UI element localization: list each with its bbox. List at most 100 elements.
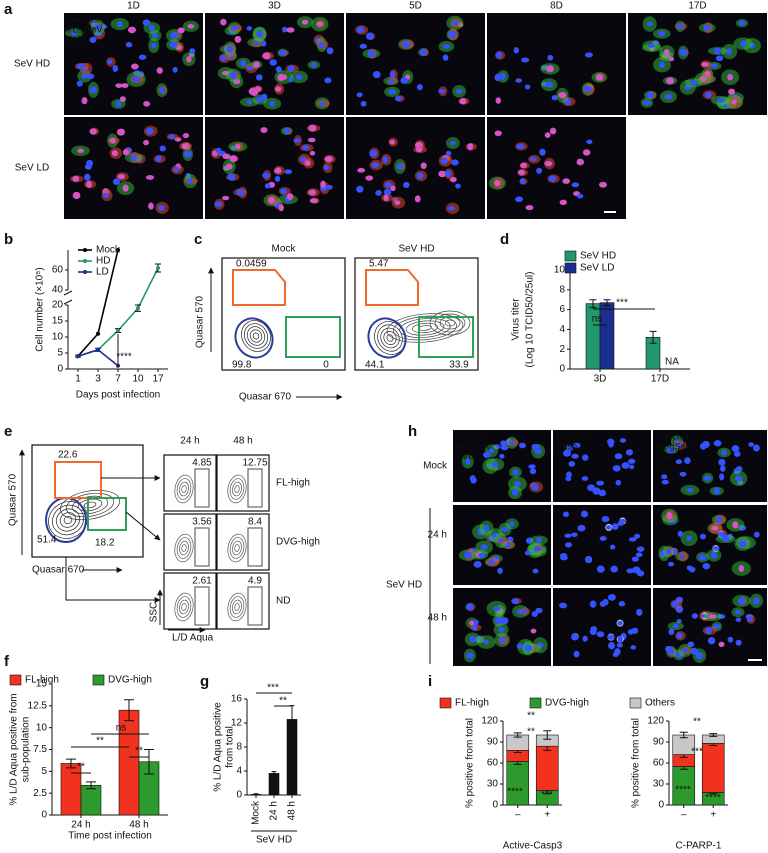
nucleus (246, 99, 253, 105)
x-tick-label: Mock (251, 800, 262, 825)
channel-label: FL-gSeV (656, 441, 692, 451)
y-axis-label: Cell number (×10⁵) (35, 267, 46, 351)
plot-title: Mock (272, 244, 297, 255)
nucleus (387, 89, 397, 95)
nucleus (631, 556, 639, 562)
nucleus (628, 537, 637, 542)
nucleus (261, 40, 267, 47)
nucleus (509, 440, 515, 445)
x-tick-label: 48 h (129, 820, 148, 831)
annotation: **** (705, 793, 721, 804)
nucleus (558, 602, 568, 609)
nucleus (260, 127, 268, 133)
nucleus (535, 607, 543, 614)
nucleus (181, 143, 188, 150)
nucleus (183, 150, 192, 158)
nucleus (246, 26, 253, 31)
nucleus (283, 128, 290, 134)
annotation: ** (693, 717, 701, 728)
nucleus (255, 74, 263, 81)
y-tick-label: 60 (52, 265, 64, 276)
nucleus (214, 201, 223, 207)
nucleus (400, 77, 408, 84)
nucleus (220, 18, 227, 26)
nucleus (308, 189, 317, 196)
nucleus (148, 24, 155, 32)
nucleus (571, 532, 578, 538)
nucleus (582, 454, 589, 461)
y-tick-label: 10 (554, 265, 566, 276)
nucleus (226, 45, 234, 53)
y-tick-label: 12.5 (28, 700, 48, 711)
nucleus (524, 644, 533, 652)
bar-segment (535, 745, 559, 791)
gate (365, 269, 419, 306)
error-bar (603, 299, 611, 307)
gate-value: 4.85 (192, 458, 212, 469)
contour (174, 592, 194, 622)
annotation: ** (527, 727, 535, 738)
nucleus (627, 629, 634, 635)
nucleus (488, 448, 495, 454)
x-tick-label: + (544, 810, 550, 821)
nucleus (726, 47, 732, 56)
nucleus (715, 55, 724, 62)
column-label: 24 h (180, 436, 199, 447)
nucleus (72, 191, 81, 200)
nucleus (389, 139, 395, 145)
nucleus (679, 471, 687, 477)
nucleus (626, 568, 635, 574)
y-tick-label: 20 (52, 300, 64, 311)
nucleus (500, 72, 506, 81)
channel-label: Hoechst (456, 431, 490, 441)
nucleus (238, 189, 245, 197)
row-label: 48 h (428, 613, 447, 624)
nucleus (646, 21, 653, 27)
nucleus (753, 444, 760, 452)
nucleus (716, 98, 725, 103)
nucleus (111, 150, 118, 157)
nucleus (702, 440, 710, 449)
nucleus (499, 453, 505, 459)
contour (234, 544, 240, 552)
contour (246, 326, 266, 346)
nucleus (497, 567, 503, 574)
nucleus (282, 26, 288, 33)
legend-swatch (83, 248, 87, 252)
group-label: SeV HD (386, 580, 422, 591)
gate (418, 316, 474, 358)
x-tick-label: 24 h (71, 820, 90, 831)
contour (232, 540, 242, 556)
point (156, 266, 160, 270)
axis-label: L/D Aqua (172, 633, 214, 644)
nucleus (710, 551, 718, 559)
legend-label: LD (96, 267, 109, 278)
x-tick-label: 10 (132, 374, 144, 385)
nucleus (568, 461, 576, 467)
nucleus (357, 168, 366, 173)
legend-label: FL-high (25, 675, 59, 686)
row-label: Mock (423, 461, 448, 472)
nucleus (142, 19, 151, 26)
nucleus (581, 476, 589, 481)
x-tick-label: 48 h (287, 801, 298, 820)
nucleus (286, 27, 295, 33)
nucleus (494, 180, 501, 187)
y-tick-label: 8 (236, 742, 242, 753)
nucleus (280, 188, 288, 195)
nucleus (634, 533, 641, 539)
nucleus (465, 603, 474, 611)
error-bar (649, 330, 657, 344)
nucleus (287, 65, 295, 72)
x-tick-label: 3 (95, 374, 101, 385)
nucleus (601, 516, 610, 523)
nucleus (172, 66, 178, 73)
gate-value: 18.2 (95, 538, 115, 549)
panel-label: c (194, 231, 202, 248)
annotation: *** (267, 683, 279, 694)
nucleus (473, 560, 482, 568)
bar-segment (506, 761, 530, 806)
contour (179, 481, 189, 497)
nucleus (695, 651, 704, 660)
bar (268, 773, 280, 796)
